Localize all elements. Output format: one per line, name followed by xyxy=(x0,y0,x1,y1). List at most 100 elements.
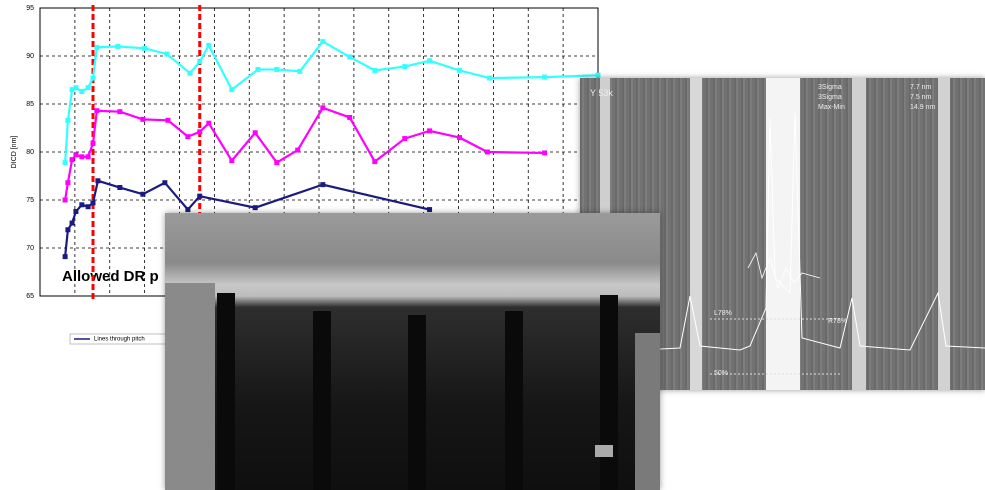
point xyxy=(73,209,78,214)
point xyxy=(372,68,377,73)
point xyxy=(274,67,279,72)
point xyxy=(457,135,462,140)
annotation: Allowed DR p xyxy=(62,268,159,285)
point xyxy=(79,154,84,159)
point xyxy=(165,118,170,123)
y-tick-label: 75 xyxy=(26,197,34,204)
point xyxy=(91,76,96,81)
point xyxy=(140,117,145,122)
point xyxy=(185,134,190,139)
point xyxy=(427,207,432,212)
point xyxy=(206,121,211,126)
point xyxy=(187,71,192,76)
point xyxy=(206,43,211,48)
point xyxy=(164,52,169,57)
point xyxy=(117,185,122,190)
sem-label: 14.9 nm xyxy=(910,104,935,111)
point xyxy=(372,159,377,164)
point xyxy=(117,109,122,114)
y-tick-label: 90 xyxy=(26,53,34,60)
sem-label: Max-Min xyxy=(818,104,845,111)
y-tick-label: 85 xyxy=(26,101,34,108)
point xyxy=(70,221,75,226)
sidewall xyxy=(165,283,215,490)
point xyxy=(86,154,91,159)
point xyxy=(596,73,601,78)
profile-trace xyxy=(748,253,820,288)
point xyxy=(402,64,407,69)
sem-label: L78% xyxy=(714,310,732,317)
trench xyxy=(217,293,235,490)
point xyxy=(86,85,91,90)
point xyxy=(347,54,352,59)
point xyxy=(91,141,96,146)
trench xyxy=(505,311,523,490)
point xyxy=(65,180,70,185)
point xyxy=(73,152,78,157)
particle xyxy=(595,445,613,457)
point xyxy=(320,105,325,110)
point xyxy=(63,160,68,165)
sem-label: Y 53k xyxy=(590,88,613,98)
point xyxy=(70,157,75,162)
point xyxy=(197,194,202,199)
point xyxy=(142,46,147,51)
y-axis-label: DICD [nm] xyxy=(11,136,18,169)
point xyxy=(402,136,407,141)
point xyxy=(79,89,84,94)
point xyxy=(457,68,462,73)
sem-label: 7.7 nm xyxy=(910,84,931,91)
sem-image-bottom xyxy=(165,213,660,490)
point xyxy=(140,192,145,197)
sem-label: 50% xyxy=(714,370,728,377)
sem-label: 3Sigma xyxy=(818,84,842,91)
point xyxy=(86,204,91,209)
trench xyxy=(600,295,618,490)
point xyxy=(297,69,302,74)
sem-structure xyxy=(165,213,660,490)
sem-label: 7.5 nm xyxy=(910,94,931,101)
point xyxy=(94,45,99,50)
point xyxy=(162,180,167,185)
point xyxy=(485,150,490,155)
point xyxy=(347,115,352,120)
point xyxy=(91,200,96,205)
point xyxy=(487,76,492,81)
point xyxy=(427,58,432,63)
point xyxy=(79,202,84,207)
point xyxy=(320,39,325,44)
point xyxy=(197,59,202,64)
y-tick-label: 95 xyxy=(26,5,34,12)
point xyxy=(542,150,547,155)
point xyxy=(427,128,432,133)
point xyxy=(115,44,120,49)
page: {"chart_data": {"type": "line", "y_label… xyxy=(0,0,985,490)
y-tick-label: 70 xyxy=(26,245,34,252)
point xyxy=(229,87,234,92)
point xyxy=(63,198,68,203)
y-tick-label: 80 xyxy=(26,149,34,156)
point xyxy=(63,254,68,259)
point xyxy=(295,148,300,153)
point xyxy=(229,158,234,163)
sem-label: 3Sigma xyxy=(818,94,842,101)
sem-label: R78% xyxy=(828,318,847,325)
point xyxy=(95,178,100,183)
point xyxy=(274,160,279,165)
point xyxy=(185,207,190,212)
point xyxy=(65,118,70,123)
point xyxy=(253,205,258,210)
sidewall xyxy=(635,333,660,490)
point xyxy=(65,227,70,232)
legend-label: Lines through pitch xyxy=(94,337,145,343)
point xyxy=(197,129,202,134)
point xyxy=(253,130,258,135)
point xyxy=(255,67,260,72)
y-tick-label: 65 xyxy=(26,293,34,300)
trench xyxy=(313,311,331,490)
point xyxy=(542,75,547,80)
point xyxy=(320,182,325,187)
trench xyxy=(408,315,426,490)
point xyxy=(73,85,78,90)
point xyxy=(94,108,99,113)
